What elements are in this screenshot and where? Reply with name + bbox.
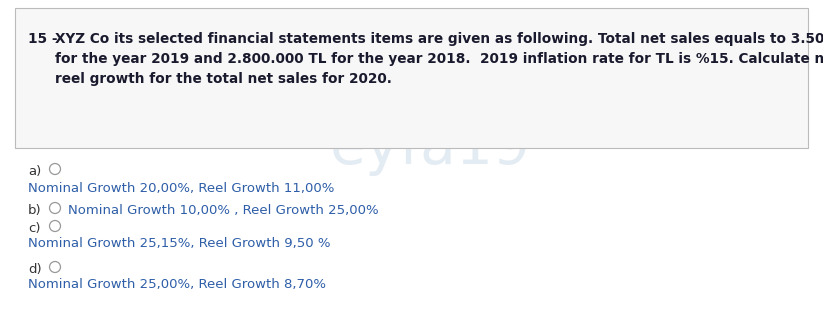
Text: c): c) xyxy=(28,222,40,235)
FancyBboxPatch shape xyxy=(15,8,808,148)
Text: Nominal Growth 10,00% , Reel Growth 25,00%: Nominal Growth 10,00% , Reel Growth 25,0… xyxy=(68,204,379,217)
Text: 15 -: 15 - xyxy=(28,32,63,46)
Text: eyfa19: eyfa19 xyxy=(329,120,531,176)
Text: b): b) xyxy=(28,204,42,217)
Text: Nominal Growth 20,00%, Reel Growth 11,00%: Nominal Growth 20,00%, Reel Growth 11,00… xyxy=(28,182,334,195)
Text: a): a) xyxy=(28,165,41,178)
Text: Nominal Growth 25,15%, Reel Growth 9,50 %: Nominal Growth 25,15%, Reel Growth 9,50 … xyxy=(28,237,331,250)
Text: Nominal Growth 25,00%, Reel Growth 8,70%: Nominal Growth 25,00%, Reel Growth 8,70% xyxy=(28,278,326,291)
Text: reel growth for the total net sales for 2020.: reel growth for the total net sales for … xyxy=(55,72,392,86)
Text: d): d) xyxy=(28,263,42,276)
Text: for the year 2019 and 2.800.000 TL for the year 2018.  2019 inflation rate for T: for the year 2019 and 2.800.000 TL for t… xyxy=(55,52,823,66)
Text: XYZ Co its selected financial statements items are given as following. Total net: XYZ Co its selected financial statements… xyxy=(55,32,823,46)
